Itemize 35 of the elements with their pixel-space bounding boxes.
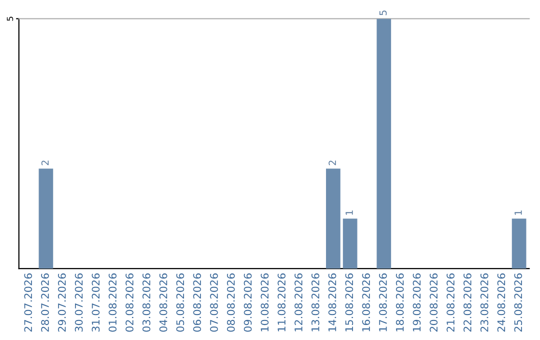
x-tick-label: 12.08.2026 [294,273,302,332]
x-tick-label: 20.08.2026 [430,273,438,332]
x-tick-label: 23.08.2026 [480,273,488,332]
x-tick-label: 09.08.2026 [244,273,252,332]
x-tick-label: 18.08.2026 [396,273,404,332]
x-tick-label: 22.08.2026 [464,273,472,332]
data-label: 2 [328,160,336,166]
x-tick-label: 06.08.2026 [193,273,202,332]
data-label: 1 [346,210,353,215]
x-tick-label: 08.08.2026 [226,273,235,332]
x-tick-label: 16.08.2026 [362,273,370,332]
x-tick-label: 17.08.2026 [379,273,387,332]
x-tick-label: 28.07.2026 [41,273,49,332]
x-tick-label: 04.08.2026 [159,273,168,332]
data-label: 2 [41,160,49,166]
x-tick-label: 03.08.2026 [142,273,150,332]
x-tick-label: 05.08.2026 [176,273,184,332]
x-tick-label: 31.07.2026 [92,273,100,332]
x-tick-label: 24.08.2026 [497,273,506,332]
x-tick-label: 07.08.2026 [210,273,218,332]
x-tick-label: 30.07.2026 [74,273,83,332]
x-tick-label: 27.07.2026 [24,273,32,332]
x-tick-label: 02.08.2026 [126,273,134,332]
x-tick-label: 21.08.2026 [446,273,454,332]
x-tick-label: 11.08.2026 [278,273,286,332]
data-label: 1 [514,210,522,215]
x-tick-label: 19.08.2026 [412,273,421,332]
x-tick-label: 25.08.2026 [514,273,522,332]
x-tick-label: 14.08.2026 [328,273,336,332]
x-tick-label: 29.07.2026 [58,273,66,332]
x-tick-label: 01.08.2026 [108,273,117,332]
data-label: 5 [379,10,387,16]
x-tick-label: 10.08.2026 [260,273,269,332]
x-tick-label: 15.08.2026 [345,273,354,332]
x-tick-label: 13.08.2026 [311,273,320,332]
